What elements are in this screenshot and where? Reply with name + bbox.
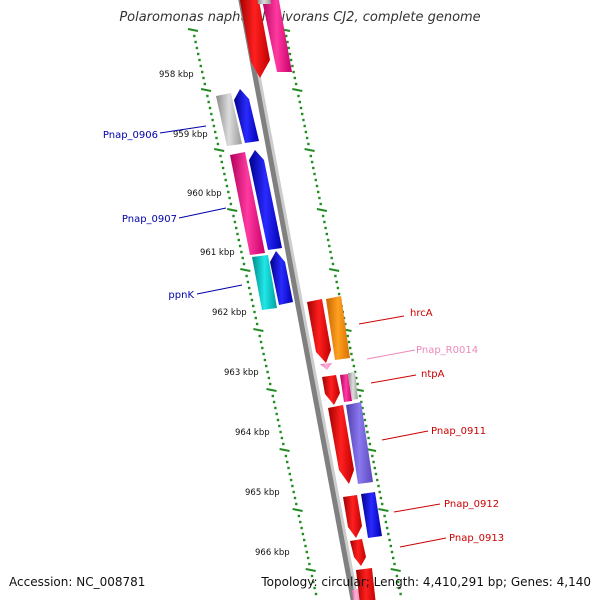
gene-red-hrca[interactable] [307,299,331,363]
tick-mark-major [378,508,389,512]
tick-mark-major [329,268,340,272]
gene-label-pnap-r0014[interactable]: Pnap_R0014 [416,345,478,356]
kbp-label: 958 kbp [159,70,194,80]
leader-pnap-0911 [381,430,429,441]
tick-mark-major [292,508,303,512]
gene-blue-0906[interactable] [234,89,259,143]
leader-lines [159,125,447,548]
gene-red-top[interactable] [239,0,270,78]
kbp-label: 964 kbp [235,428,270,438]
kbp-label: 960 kbp [187,189,222,199]
leader-pnap-0912 [393,503,441,513]
topology-text: Topology: circular; Length: 4,410,291 bp… [261,575,591,589]
kbp-labels: 958 kbp 959 kbp 960 kbp 961 kbp 962 kbp … [159,70,290,558]
gene-gray-ntpa[interactable] [348,372,358,400]
leader-hrca [358,315,405,325]
gene-red-ntpa[interactable] [322,375,340,405]
kbp-label: 961 kbp [200,248,235,258]
leader-pnap-r0014 [366,349,416,360]
leader-ntpa [370,374,417,384]
gene-label-pnap-0906[interactable]: Pnap_0906 [103,130,158,141]
gene-pink-bottom[interactable] [352,589,360,600]
tick-mark-major [390,568,401,572]
kbp-label: 965 kbp [245,488,280,498]
leader-ppnk [196,284,243,295]
tick-mark-major [187,28,199,32]
kbp-label: 966 kbp [255,548,290,558]
tick-mark-major [305,568,316,572]
gene-cyan-ppnk[interactable] [252,255,277,310]
gene-red-0912[interactable] [343,495,362,538]
tick-mark-major [304,148,315,152]
kbp-label: 959 kbp [173,130,208,140]
tick-row-outer [279,28,402,596]
tick-mark-major [253,328,264,332]
gene-pink-ntpa[interactable] [340,374,352,402]
accession-text: Accession: NC_008781 [9,575,146,589]
gene-label-ppnk[interactable]: ppnK [168,290,194,301]
tick-mark-major [292,88,303,92]
leader-pnap-0913 [399,537,447,548]
gene-purple-0911[interactable] [346,402,373,484]
leader-pnap-0906 [159,125,207,134]
gene-red-0911[interactable] [328,405,354,484]
gene-label-pnap-0912[interactable]: Pnap_0912 [444,499,499,510]
gene-label-hrca[interactable]: hrcA [410,308,433,319]
gene-blue-ppnk[interactable] [270,251,293,305]
leader-pnap-0907 [178,207,227,219]
gene-labels: Pnap_0906 Pnap_0907 ppnK hrcA Pnap_R0014… [103,130,504,544]
tick-row-inner [187,28,318,596]
gene-label-pnap-0911[interactable]: Pnap_0911 [431,426,486,437]
gene-blue-0912[interactable] [361,492,382,538]
gene-label-pnap-0907[interactable]: Pnap_0907 [122,214,177,225]
gene-red-bottom[interactable] [356,568,376,600]
tick-mark-major [266,388,277,392]
gene-blue-0907[interactable] [249,150,282,250]
genes [216,0,382,600]
gene-label-pnap-0913[interactable]: Pnap_0913 [449,533,504,544]
kbp-label: 962 kbp [212,308,247,318]
gene-pink-top[interactable] [261,0,292,72]
gene-gray-0906[interactable] [216,93,242,146]
gene-red-0913[interactable] [350,539,366,566]
tick-mark-major [279,448,290,452]
tick-mark-major [240,268,251,272]
gene-lightpink-r0014[interactable] [320,363,332,370]
tick-mark-major [200,88,212,92]
gene-orange-hrca[interactable] [326,296,350,360]
map-title: Polaromonas naphthalenivorans CJ2, compl… [119,10,481,25]
gene-pink-0907[interactable] [230,152,265,255]
gene-label-ntpa[interactable]: ntpA [421,369,445,380]
tick-mark-major [316,208,328,212]
kbp-label: 963 kbp [224,368,259,378]
genome-backbone [238,0,356,600]
gene-gray-top[interactable] [257,0,271,4]
tick-mark-major [214,148,225,152]
tick-mark-major [227,208,238,212]
